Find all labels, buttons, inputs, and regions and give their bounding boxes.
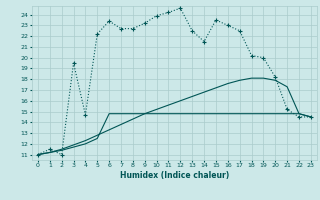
X-axis label: Humidex (Indice chaleur): Humidex (Indice chaleur)	[120, 171, 229, 180]
